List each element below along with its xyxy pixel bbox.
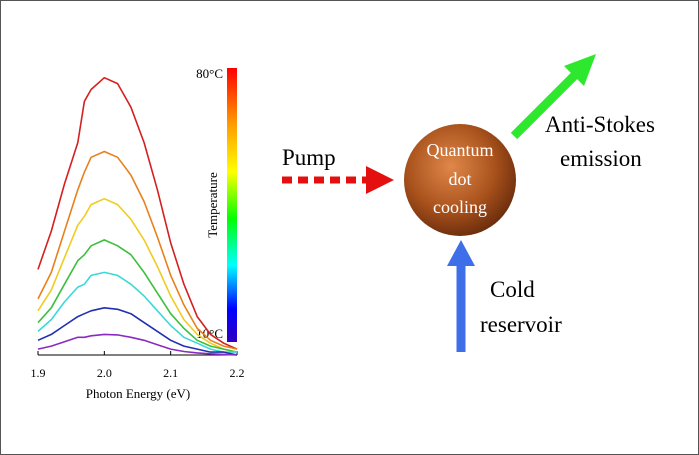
center-label: cooling [433, 197, 487, 217]
center-label: Quantum [427, 140, 494, 160]
x-tick-label: 2.1 [163, 366, 178, 380]
center-label: dot [448, 169, 471, 189]
reservoir-label: Cold [490, 277, 535, 302]
reservoir-arrowhead [447, 240, 475, 266]
colorbar-label: Temperature [205, 172, 220, 238]
colorbar-max: 80°C [196, 66, 223, 81]
x-tick-label: 2.2 [230, 366, 245, 380]
x-tick-label: 2.0 [97, 366, 112, 380]
x-axis-label: Photon Energy (eV) [86, 386, 190, 401]
pump-label: Pump [282, 145, 336, 170]
reservoir-label: reservoir [480, 312, 562, 337]
x-tick-label: 1.9 [31, 366, 46, 380]
colorbar [227, 68, 237, 342]
pump-arrowhead [366, 166, 394, 194]
emission-label: emission [560, 146, 642, 171]
emission-label: Anti-Stokes [545, 112, 655, 137]
figure: 80°C 10°C Temperature Photon Energy (eV)… [0, 0, 699, 455]
